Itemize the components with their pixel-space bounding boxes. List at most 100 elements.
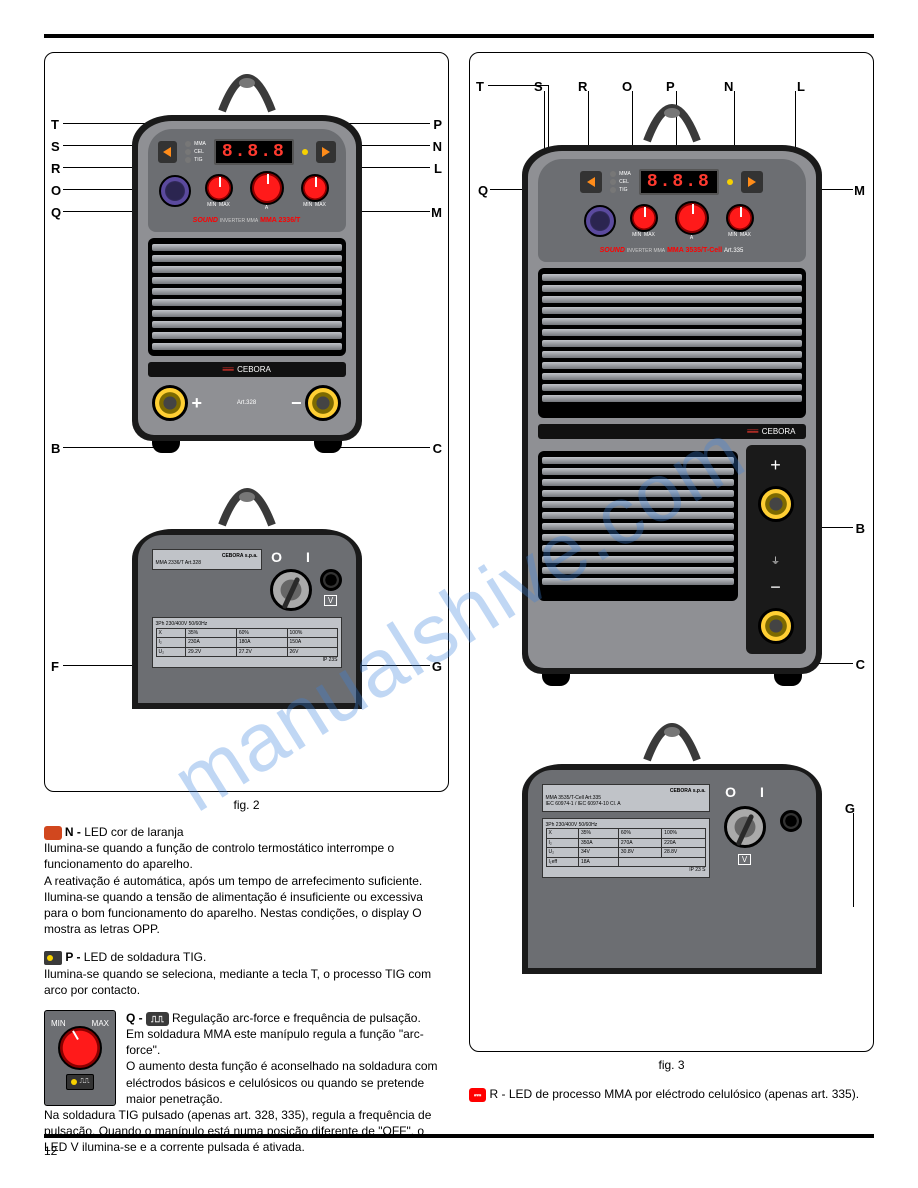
power-switch[interactable] [270, 569, 312, 611]
status-leds [727, 179, 733, 185]
callout-N: N [433, 139, 442, 154]
pos-outlet[interactable] [152, 385, 188, 421]
para-P: P - LED de soldadura TIG. Ilumina-se qua… [44, 949, 449, 998]
right-back-machine: CEBORA s.p.a. MMA 3535/T-Cell Art.335 IE… [522, 712, 822, 974]
left-front-machine: MMA CEL TIG 8.8.8 [132, 63, 362, 453]
arcforce-knob[interactable] [630, 204, 658, 232]
rating-plate: CEBORA s.p.a. MMA 3535/T-Cell Art.335 IE… [542, 784, 710, 812]
neg-outlet[interactable] [305, 385, 341, 421]
mode-leds-left: MMA CEL TIG [185, 141, 206, 163]
orange-led-badge [44, 826, 62, 840]
vent-grille [148, 238, 346, 356]
right-column: T S R O P N L Q M B C F G [469, 52, 874, 1156]
para-N-body: LED cor de laranja Ilumina-se quando a f… [44, 825, 423, 936]
callout-M: M [854, 183, 865, 198]
mode-next-button[interactable] [741, 171, 763, 193]
control-panel: MMA CEL TIG 8.8.8 [148, 129, 346, 232]
fig-right-label: fig. 3 [469, 1058, 874, 1072]
pos-outlet[interactable] [758, 486, 794, 522]
callout-F: F [51, 659, 59, 674]
para-R-label: R - [490, 1087, 506, 1101]
bottom-rule [44, 1134, 874, 1138]
callout-T: T [476, 79, 484, 94]
para-P-body: LED de soldadura TIG. Ilumina-se quando … [44, 950, 431, 996]
callout-Q: Q [51, 205, 61, 220]
left-column: T S R O Q P N L M B C F G [44, 52, 449, 1156]
para-N: N - LED cor de laranja Ilumina-se quando… [44, 824, 449, 937]
callout-T: T [51, 117, 59, 132]
aux-knob[interactable] [301, 174, 329, 202]
main-columns: T S R O Q P N L M B C F G [44, 52, 874, 1156]
callout-B: B [51, 441, 60, 456]
hanger-icon [212, 63, 282, 113]
pulse-badge: ⎍⎍ [146, 1012, 169, 1026]
hanger-icon [637, 712, 707, 762]
outlets: + Art.328 − [148, 385, 346, 421]
status-leds-right [302, 149, 308, 155]
callout-G: G [845, 801, 855, 816]
mode-prev-button[interactable] [158, 141, 178, 163]
arcforce-knob[interactable] [205, 174, 233, 202]
display: 8.8.8 [639, 169, 719, 195]
mode-leds: MMA CEL TIG [610, 171, 631, 193]
brand-strip: ≡≡≡CEBORA [538, 424, 806, 439]
callout-P: P [666, 79, 675, 94]
callout-S: S [534, 79, 543, 94]
control-panel: MMA CEL TIG 8.8.8 [538, 159, 806, 262]
fig-left-label: fig. 2 [44, 798, 449, 812]
left-back-machine: CEBORA s.p.a. MMA 2336/T Art.328 OI V [132, 477, 362, 709]
remote-connector[interactable] [584, 205, 616, 237]
para-R-body: LED de processo MMA por eléctrodo celuló… [506, 1087, 860, 1101]
callout-R: R [51, 161, 60, 176]
top-rule [44, 34, 874, 38]
callout-O: O [51, 183, 61, 198]
display: 8.8.8 [214, 139, 294, 165]
mode-next-button[interactable] [316, 141, 336, 163]
fuse-holder[interactable] [780, 810, 802, 832]
vent-top [538, 268, 806, 418]
callout-N: N [724, 79, 733, 94]
neg-outlet[interactable] [758, 608, 794, 644]
brand-strip: ≡≡≡CEBORA [148, 362, 346, 377]
remote-connector[interactable] [159, 175, 191, 207]
hanger-icon [637, 93, 707, 143]
callout-C: C [856, 657, 865, 672]
data-plate: 3Ph 230/400V 50/60Hz X35%60%100% I₂350A2… [542, 818, 710, 878]
right-panel: T S R O P N L Q M B C F G [469, 52, 874, 1052]
fuse-holder[interactable] [320, 569, 342, 591]
data-plate: 3Ph 230/400V 50/60Hz X35%60%100% I₂230A1… [152, 617, 342, 668]
mode-prev-button[interactable] [580, 171, 602, 193]
rating-plate: CEBORA s.p.a. MMA 2336/T Art.328 [152, 549, 262, 570]
arcforce-inset-icon: MINMAX ⎍⎍ [44, 1010, 116, 1106]
art-label: Art.328 [237, 400, 256, 406]
callout-G: G [432, 659, 442, 674]
callout-S: S [51, 139, 60, 154]
callout-R: R [578, 79, 587, 94]
para-Q-label: Q - [126, 1011, 143, 1025]
para-N-label: N - [65, 825, 81, 839]
para-P-label: P - [65, 950, 80, 964]
power-switch[interactable] [724, 806, 766, 848]
vent-bottom [538, 451, 738, 601]
callout-O: O [622, 79, 632, 94]
page-number: 12 [44, 1144, 57, 1158]
para-R: ⎓ R - LED de processo MMA por eléctrodo … [469, 1086, 874, 1102]
cel-badge: ⎓ [469, 1088, 486, 1102]
callout-L: L [797, 79, 805, 94]
minus-sign: − [770, 577, 781, 598]
left-panel: T S R O Q P N L M B C F G [44, 52, 449, 792]
model-line: SOUND INVERTER MMA MMA 2336/T [158, 217, 336, 224]
right-front-machine: MMA CEL TIG 8.8.8 [522, 93, 822, 686]
callout-Q: Q [478, 183, 488, 198]
callout-M: M [431, 205, 442, 220]
hanger-icon [212, 477, 282, 527]
current-knob[interactable] [675, 201, 709, 235]
callout-C: C [433, 441, 442, 456]
plus-sign: + [770, 455, 781, 476]
aux-knob[interactable] [726, 204, 754, 232]
callout-P: P [433, 117, 442, 132]
callout-B: B [856, 521, 865, 536]
callout-L: L [434, 161, 442, 176]
model-line: SOUND INVERTER MMA MMA 3535/T-Cell Art.3… [548, 247, 796, 254]
current-knob[interactable] [250, 171, 284, 205]
